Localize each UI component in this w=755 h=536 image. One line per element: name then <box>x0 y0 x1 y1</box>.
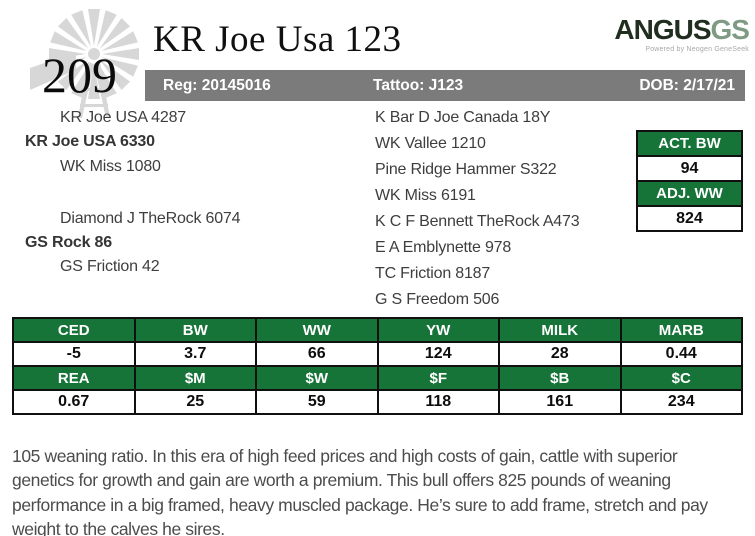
tattoo-id: Tattoo: J123 <box>373 77 464 94</box>
act-bw-value: 94 <box>638 157 741 182</box>
epd-header-cell: MARB <box>619 317 743 343</box>
epd-value-cell: 28 <box>498 341 622 367</box>
angus-gs-logo-primary: ANGUS <box>614 14 711 45</box>
epd-header-cell: YW <box>376 317 500 343</box>
registration-info-bar: Reg: 20145016 Tattoo: J123 DOB: 2/17/21 <box>145 70 745 101</box>
windmill-logo-icon <box>30 9 139 118</box>
epd-header-row-2: REA $M $W $F $B $C <box>12 365 743 391</box>
pedigree-entry: Diamond J TheRock 6074 <box>60 210 241 227</box>
angus-gs-logo: ANGUSGS Powered by Neogen GeneSeek <box>614 14 750 54</box>
pedigree-entry: Pine Ridge Hammer S322 <box>375 161 557 178</box>
epd-value-row-1: -5 3.7 66 124 28 0.44 <box>12 341 743 367</box>
weight-stats-box: ACT. BW 94 ADJ. WW 824 <box>636 130 743 232</box>
adj-ww-value: 824 <box>638 207 741 230</box>
epd-value-cell: 3.7 <box>133 341 257 367</box>
sale-note-text: 105 weaning ratio. In this era of high f… <box>12 445 708 536</box>
epd-header-cell: $B <box>498 365 622 391</box>
epd-header-cell: WW <box>255 317 379 343</box>
pedigree-entry: TC Friction 8187 <box>375 265 491 282</box>
pedigree-entry: KR Joe USA 4287 <box>60 109 186 126</box>
epd-value-cell: 25 <box>133 389 257 415</box>
epd-value-row-2: 0.67 25 59 118 161 234 <box>12 389 743 415</box>
pedigree-entry: GS Friction 42 <box>60 258 160 275</box>
epd-value-cell: 59 <box>255 389 379 415</box>
epd-value-cell: 118 <box>376 389 500 415</box>
epd-header-row-1: CED BW WW YW MILK MARB <box>12 317 743 343</box>
animal-name-title: KR Joe Usa 123 <box>153 19 402 60</box>
angus-gs-logo-tagline: Powered by Neogen GeneSeek <box>645 46 749 53</box>
epd-header-cell: $M <box>133 365 257 391</box>
pedigree-entry-sire: KR Joe USA 6330 <box>25 133 155 150</box>
pedigree-entry: G S Freedom 506 <box>375 291 500 308</box>
epd-value-cell: 0.44 <box>619 341 743 367</box>
epd-value-cell: 234 <box>619 389 743 415</box>
pedigree-entry: WK Miss 6191 <box>375 187 476 204</box>
epd-value-cell: 0.67 <box>12 389 136 415</box>
epd-header-cell: $C <box>619 365 743 391</box>
epd-value-cell: 66 <box>255 341 379 367</box>
epd-header-cell: CED <box>12 317 136 343</box>
epd-header-cell: REA <box>12 365 136 391</box>
pedigree-entry: WK Miss 1080 <box>60 158 161 175</box>
act-bw-label: ACT. BW <box>638 132 741 157</box>
pedigree-entry: WK Vallee 1210 <box>375 135 486 152</box>
epd-value-cell: -5 <box>12 341 136 367</box>
pedigree-entry-dam: GS Rock 86 <box>25 234 112 251</box>
epd-header-cell: BW <box>133 317 257 343</box>
pedigree-entry: E A Emblynette 978 <box>375 239 512 256</box>
epd-table: CED BW WW YW MILK MARB -5 3.7 66 124 28 … <box>12 317 743 415</box>
date-of-birth: DOB: 2/17/21 <box>639 77 735 94</box>
epd-header-cell: $F <box>376 365 500 391</box>
pedigree-entry: K Bar D Joe Canada 18Y <box>375 109 551 126</box>
epd-value-cell: 161 <box>498 389 622 415</box>
adj-ww-label: ADJ. WW <box>638 182 741 207</box>
reg-number: Reg: 20145016 <box>163 77 271 94</box>
lot-number: 209 <box>42 47 117 103</box>
epd-value-cell: 124 <box>376 341 500 367</box>
pedigree-entry: K C F Bennett TheRock A473 <box>375 213 580 230</box>
epd-header-cell: $W <box>255 365 379 391</box>
angus-gs-logo-secondary: GS <box>710 14 750 45</box>
epd-header-cell: MILK <box>498 317 622 343</box>
